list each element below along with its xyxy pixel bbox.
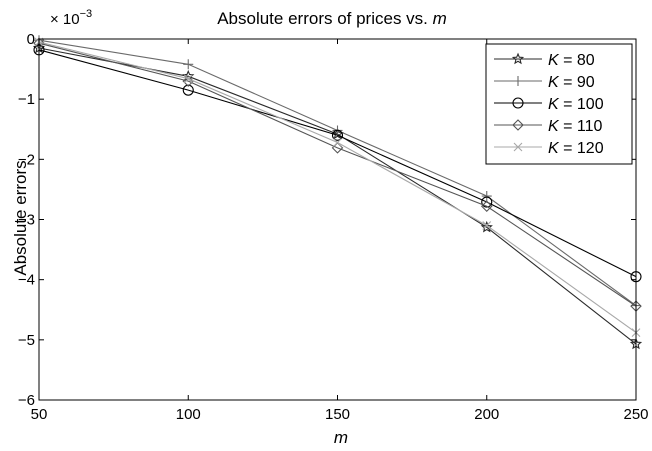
legend-box — [485, 43, 633, 165]
y-axis-scale-factor: × 10−3 — [50, 8, 92, 28]
series-line — [38, 42, 637, 307]
y-tick-label: −3 — [18, 212, 35, 229]
legend-entry: K = 100 — [494, 96, 604, 113]
legend-label: K = 90 — [548, 74, 595, 91]
data-point-circle — [182, 84, 194, 96]
series-4 — [34, 37, 641, 338]
data-point-diamond — [480, 200, 493, 213]
x-tick-label: 100 — [176, 406, 201, 423]
legend-label: K = 100 — [548, 96, 604, 113]
y-tick-label: −4 — [18, 272, 35, 289]
series-line — [38, 49, 637, 278]
legend-label-variable: K — [548, 52, 560, 69]
legend-label: K = 120 — [548, 140, 604, 157]
chart-title: Absolute errors of prices vs. m — [217, 9, 447, 28]
y-tick-label: −6 — [18, 392, 35, 409]
data-point-diamond — [512, 119, 524, 131]
axis-ticks: 50 100 150 200 250 0 −1 −2 −3 −4 −5 −6 — [18, 31, 649, 423]
data-point-star — [480, 220, 493, 233]
x-tick-label: 150 — [325, 406, 350, 423]
x-tick-label: 250 — [623, 406, 648, 423]
x-tick-label: 50 — [31, 406, 48, 423]
legend-label-variable: K — [548, 118, 560, 135]
data-point-diamond — [182, 75, 195, 87]
y-axis-scale-exponent: −3 — [80, 8, 93, 20]
data-point-x — [513, 142, 523, 152]
chart-title-text: Absolute errors of prices vs. — [217, 9, 432, 28]
x-axis-label: m — [334, 428, 348, 447]
legend-entry: K = 110 — [494, 118, 603, 135]
legend-entry: K = 90 — [494, 74, 595, 91]
y-axis-scale-base: × 10 — [50, 11, 80, 28]
data-point-plus — [183, 59, 194, 70]
data-point-plus — [481, 191, 492, 202]
y-tick-label: −2 — [18, 151, 35, 168]
data-point-x — [482, 221, 492, 230]
y-tick-label: −5 — [18, 332, 35, 349]
data-point-x — [183, 74, 193, 84]
data-point-circle — [331, 129, 344, 141]
data-point-x — [333, 138, 342, 147]
y-axis-label: Absolute errors — [11, 160, 30, 275]
data-point-plus — [513, 76, 523, 86]
legend-label-variable: K — [548, 140, 560, 157]
legend-label-value: = 120 — [559, 140, 604, 157]
legend-label-value: = 100 — [559, 96, 604, 113]
data-point-star — [511, 52, 525, 65]
x-tick-label: 200 — [474, 406, 499, 423]
legend-label: K = 80 — [548, 52, 595, 69]
y-tick-label: −1 — [18, 91, 35, 108]
legend-label-variable: K — [548, 96, 560, 113]
legend-label-variable: K — [548, 74, 560, 91]
y-tick-label: 0 — [27, 31, 35, 48]
legend-label-value: = 80 — [559, 52, 595, 69]
chart-title-variable: m — [433, 9, 447, 28]
legend-label: K = 110 — [548, 118, 603, 135]
legend-label-value: = 90 — [559, 74, 595, 91]
plot-area-frame — [38, 38, 637, 401]
data-point-circle — [481, 196, 493, 208]
legend-entry: K = 120 — [494, 140, 604, 157]
data-point-circle — [512, 97, 524, 109]
legend-label-value: = 110 — [559, 118, 603, 135]
legend-entry: K = 80 — [494, 52, 595, 69]
chart-title-group: Absolute errors of prices vs. m — [217, 9, 447, 28]
